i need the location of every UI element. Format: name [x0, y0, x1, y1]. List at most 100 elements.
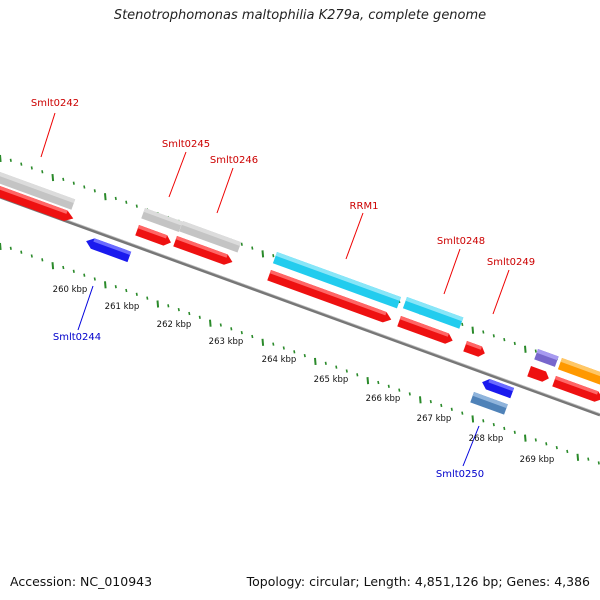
gc-dot [387, 384, 390, 388]
feature-rrm1-cds[interactable] [267, 270, 393, 325]
gc-dot [156, 300, 160, 308]
gc-dot [471, 326, 475, 334]
feature-smlt0250-gene[interactable] [470, 392, 508, 415]
label-smlt0246: Smlt0246 [210, 155, 258, 166]
ruler-tick-label: 260 kbp [53, 285, 88, 295]
feature-smlt0242-gene[interactable] [0, 168, 76, 210]
gc-dot [114, 285, 117, 289]
feature-red-cds-a[interactable] [527, 366, 550, 384]
ruler-tick-label: 267 kbp [417, 414, 452, 424]
gc-dot [188, 311, 191, 316]
gc-dot [135, 292, 138, 296]
feature-smlt0249-cds[interactable] [463, 341, 486, 359]
gc-dot [125, 200, 128, 204]
gc-dot [261, 250, 265, 258]
gc-dot [471, 415, 475, 423]
gc-dot [30, 254, 33, 258]
gc-dot [356, 373, 359, 377]
feature-smlt0245-gene[interactable] [141, 208, 183, 233]
gc-dot [72, 181, 75, 185]
gc-dot [461, 411, 464, 415]
label-smlt0242: Smlt0242 [31, 98, 79, 109]
gc-dot [41, 258, 44, 262]
gc-dot [503, 337, 506, 342]
gc-dot [314, 357, 317, 366]
feature-rrm1-gene[interactable] [272, 251, 402, 309]
gc-dot [524, 434, 527, 442]
genome-summary-text: Topology: circular; Length: 4,851,126 bp… [246, 574, 590, 589]
gc-dot [545, 442, 548, 446]
gc-track-lower [0, 242, 600, 465]
gc-dot [198, 315, 201, 319]
gc-dot [83, 185, 86, 189]
feature-smlt0244-cds[interactable] [84, 236, 132, 263]
gc-dot [83, 273, 86, 277]
feature-smlt0246-gene[interactable] [179, 221, 242, 253]
gc-dot [513, 341, 516, 346]
feature-red-cds-b[interactable] [552, 376, 600, 404]
feature-smlt0242-cds[interactable] [0, 182, 75, 224]
gc-dot [240, 242, 243, 246]
gc-dot [104, 281, 107, 289]
genome-backbone [0, 195, 600, 417]
gc-dot [587, 457, 590, 461]
gc-dot [324, 361, 327, 365]
feature-smlt0248-cds[interactable] [397, 316, 454, 346]
gc-dot [534, 438, 537, 442]
ruler-tick-label: 265 kbp [314, 375, 349, 385]
gc-dot [377, 380, 380, 385]
gc-dot [135, 204, 138, 208]
ruler-tick-label: 269 kbp [520, 455, 555, 465]
gc-dot [450, 407, 453, 411]
gc-dot [261, 338, 265, 346]
gc-dot [146, 296, 149, 300]
gc-dot [597, 461, 600, 465]
map-title: Stenotrophomonas maltophilia K279a, comp… [113, 8, 487, 23]
gc-dot [72, 269, 75, 273]
gc-dot [30, 166, 33, 170]
gc-dot [240, 330, 243, 335]
ruler-tick-label: 268 kbp [469, 434, 504, 444]
feature-smlt0246-cds[interactable] [173, 236, 234, 267]
gc-dot [492, 334, 495, 338]
gc-dot [408, 392, 411, 396]
ruler-tick-label: 261 kbp [105, 302, 140, 312]
gc-dot [114, 196, 117, 201]
label-smlt0249: Smlt0249 [487, 257, 535, 268]
gc-dot [20, 162, 23, 166]
gc-dot [272, 342, 275, 346]
gc-dot [51, 173, 55, 182]
gc-dot [503, 426, 506, 431]
ruler-tick-label: 264 kbp [262, 355, 297, 365]
accession-text: Accession: NC_010943 [10, 574, 153, 589]
ruler-tick-label: 263 kbp [209, 337, 244, 347]
label-smlt0250: Smlt0250 [436, 469, 484, 480]
gc-dot [104, 193, 107, 201]
gc-dot [429, 399, 432, 404]
gc-dot [209, 319, 212, 327]
gc-dot [293, 350, 296, 354]
label-smlt0248: Smlt0248 [437, 236, 485, 247]
feature-smlt0250-cds[interactable] [480, 377, 515, 399]
gc-dot [0, 154, 2, 163]
gc-dot [576, 453, 580, 461]
feature-smlt0245-cds[interactable] [135, 225, 173, 248]
genome-backbone-highlight [0, 195, 600, 414]
label-rrm1: RRM1 [350, 201, 379, 212]
gc-dot [345, 369, 348, 373]
gc-dot [251, 246, 254, 250]
gc-dot [524, 345, 527, 353]
gc-dot [555, 445, 558, 450]
gc-dot [440, 403, 443, 408]
gc-dot [492, 422, 495, 427]
feature-smlt0248-gene[interactable] [402, 297, 464, 329]
ruler-tick-label: 262 kbp [157, 320, 192, 330]
gc-dot [51, 262, 55, 270]
gc-dot [20, 250, 23, 254]
feature-purple-gene[interactable] [534, 349, 559, 367]
feature-orange-gene[interactable] [557, 358, 600, 385]
gc-dot [177, 307, 180, 312]
gc-dot [482, 330, 485, 334]
gc-dot [482, 419, 485, 423]
